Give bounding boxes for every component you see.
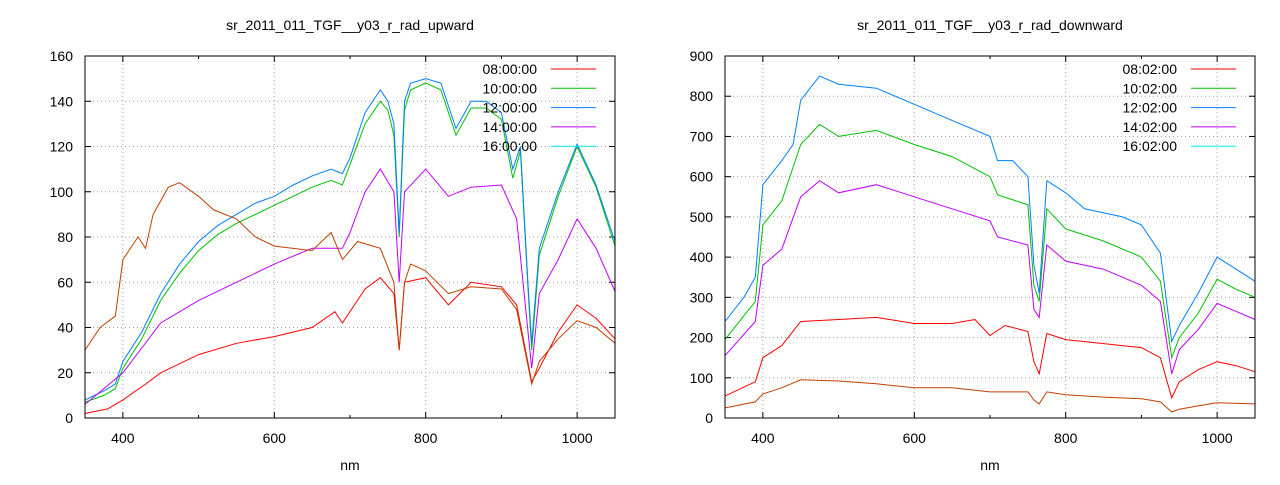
series-line-08-00-00	[84, 277, 616, 414]
y-tick-label: 700	[690, 128, 714, 144]
plot-frame	[84, 55, 616, 419]
y-tick-label: 60	[57, 274, 73, 290]
series-line-16-00-00	[84, 182, 616, 387]
y-tick-label: 120	[50, 139, 74, 155]
legend-label: 14:00:00	[483, 119, 538, 135]
series-line-16-02-00	[724, 379, 1256, 413]
series-line-08-02-00	[724, 316, 1256, 400]
x-axis-label: nm	[980, 457, 999, 473]
y-tick-label: 600	[690, 169, 714, 185]
y-tick-label: 20	[57, 365, 73, 381]
y-tick-label: 400	[690, 249, 714, 265]
series-line-12-00-00	[84, 78, 616, 401]
x-axis-label: nm	[340, 457, 359, 473]
y-tick-label: 80	[57, 229, 73, 245]
y-tick-label: 900	[690, 48, 714, 64]
y-tick-label: 0	[65, 410, 73, 426]
legend-label: 08:00:00	[483, 61, 538, 77]
series-line-14-00-00	[84, 168, 616, 405]
y-tick-label: 100	[690, 370, 714, 386]
x-tick-label: 400	[751, 430, 775, 446]
y-tick-label: 800	[690, 88, 714, 104]
x-tick-label: 1000	[562, 430, 593, 446]
y-tick-label: 140	[50, 93, 74, 109]
legend-label: 16:02:00	[1123, 138, 1178, 154]
x-tick-label: 800	[1054, 430, 1078, 446]
legend-label: 08:02:00	[1123, 61, 1178, 77]
x-tick-label: 600	[263, 430, 287, 446]
y-tick-label: 160	[50, 48, 74, 64]
legend-label: 14:02:00	[1123, 119, 1178, 135]
y-tick-label: 40	[57, 320, 73, 336]
x-tick-label: 600	[903, 430, 927, 446]
legend-label: 12:00:00	[483, 100, 538, 116]
series-line-14-02-00	[724, 180, 1256, 374]
x-tick-label: 800	[414, 430, 438, 446]
y-tick-label: 300	[690, 289, 714, 305]
series-line-12-02-00	[724, 75, 1256, 344]
legend-label: 10:02:00	[1123, 80, 1178, 96]
y-tick-label: 500	[690, 209, 714, 225]
chart-title: sr_2011_011_TGF__y03_r_rad_downward	[857, 17, 1123, 33]
plot-frame	[724, 55, 1256, 419]
y-tick-label: 100	[50, 184, 74, 200]
chart-title: sr_2011_011_TGF__y03_r_rad_upward	[226, 17, 474, 33]
x-tick-label: 1000	[1202, 430, 1233, 446]
legend-label: 12:02:00	[1123, 100, 1178, 116]
series-line-10-02-00	[724, 123, 1256, 360]
legend-label: 16:00:00	[483, 138, 538, 154]
x-tick-label: 400	[111, 430, 135, 446]
legend-label: 10:00:00	[483, 80, 538, 96]
y-tick-label: 200	[690, 330, 714, 346]
y-tick-label: 0	[705, 410, 713, 426]
